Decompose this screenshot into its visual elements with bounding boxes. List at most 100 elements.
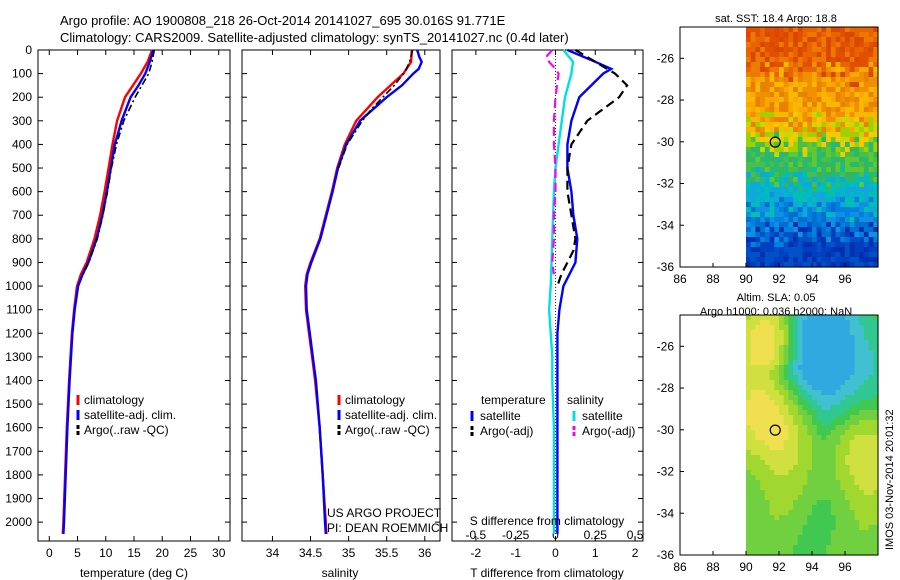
map-cell bbox=[760, 365, 766, 371]
map-cell bbox=[788, 82, 794, 88]
map-cell bbox=[868, 405, 874, 411]
map-cell bbox=[830, 525, 837, 531]
map-cell bbox=[760, 162, 766, 168]
map-cell bbox=[755, 47, 761, 53]
map-cell bbox=[840, 415, 846, 421]
map-cell bbox=[760, 77, 766, 83]
map-cell bbox=[774, 152, 780, 158]
map-cell bbox=[830, 430, 837, 436]
map-cell bbox=[835, 112, 841, 118]
map-cell bbox=[826, 345, 832, 351]
map-cell bbox=[812, 510, 818, 516]
map-cell bbox=[755, 485, 761, 491]
map-y-tick-label: -32 bbox=[657, 465, 675, 479]
map-cell bbox=[854, 475, 860, 481]
map-cell bbox=[769, 335, 775, 341]
map-cell bbox=[849, 505, 856, 511]
map-cell bbox=[746, 350, 752, 356]
map-cell bbox=[873, 212, 879, 218]
map-cell bbox=[764, 152, 771, 158]
map-cell bbox=[802, 480, 808, 486]
map-cell bbox=[793, 182, 799, 188]
map-cell bbox=[802, 390, 808, 396]
map-cell bbox=[779, 122, 785, 128]
map-cell bbox=[826, 405, 832, 411]
map-cell bbox=[826, 162, 832, 168]
map-cell bbox=[750, 510, 757, 516]
map-cell bbox=[873, 390, 879, 396]
map-cell bbox=[783, 37, 790, 43]
map-cell bbox=[826, 187, 832, 193]
map-cell bbox=[849, 37, 856, 43]
map-cell bbox=[868, 515, 874, 521]
map-cell bbox=[854, 455, 860, 461]
map-cell bbox=[816, 187, 823, 193]
map-cell bbox=[793, 152, 799, 158]
map-cell bbox=[859, 152, 865, 158]
map-cell bbox=[764, 475, 771, 481]
map-cell bbox=[859, 132, 865, 138]
map-cell bbox=[854, 242, 860, 248]
map-cell bbox=[845, 500, 851, 506]
map-cell bbox=[821, 127, 827, 133]
map-cell bbox=[760, 72, 766, 78]
map-cell bbox=[868, 242, 874, 248]
map-cell bbox=[807, 167, 813, 173]
map-cell bbox=[830, 455, 837, 461]
map-cell bbox=[802, 395, 808, 401]
map-cell bbox=[835, 445, 841, 451]
map-cell bbox=[793, 350, 799, 356]
map-cell bbox=[826, 435, 832, 441]
map-cell bbox=[760, 97, 766, 103]
map-cell bbox=[859, 67, 865, 73]
map-cell bbox=[873, 122, 879, 128]
map-cell bbox=[746, 530, 752, 536]
map-cell bbox=[750, 132, 757, 138]
map-cell bbox=[746, 470, 752, 476]
map-cell bbox=[764, 365, 771, 371]
map-cell bbox=[859, 82, 865, 88]
map-cell bbox=[807, 62, 813, 68]
map-cell bbox=[840, 57, 846, 63]
map-cell bbox=[779, 147, 785, 153]
map-cell bbox=[764, 510, 771, 516]
map-cell bbox=[863, 465, 870, 471]
map-cell bbox=[812, 535, 818, 541]
map-cell bbox=[826, 77, 832, 83]
map-cell bbox=[746, 510, 752, 516]
map-cell bbox=[793, 27, 799, 33]
map-cell bbox=[835, 525, 841, 531]
map-cell bbox=[779, 330, 785, 336]
map-cell bbox=[764, 162, 771, 168]
map-cell bbox=[868, 77, 874, 83]
map-cell bbox=[830, 425, 837, 431]
map-cell bbox=[760, 475, 766, 481]
map-cell bbox=[783, 420, 790, 426]
map-y-tick-label: -30 bbox=[657, 423, 675, 437]
x-tick-label: 15 bbox=[127, 546, 141, 560]
map-cell bbox=[783, 77, 790, 83]
map-cell bbox=[812, 485, 818, 491]
map-cell bbox=[788, 97, 794, 103]
map-cell bbox=[812, 52, 818, 58]
map-cell bbox=[873, 192, 879, 198]
map-cell bbox=[793, 320, 799, 326]
map-cell bbox=[793, 42, 799, 48]
map-cell bbox=[802, 197, 808, 203]
map-cell bbox=[764, 500, 771, 506]
map-cell bbox=[774, 335, 780, 341]
map-cell bbox=[764, 252, 771, 258]
map-cell bbox=[854, 445, 860, 451]
map-cell bbox=[793, 460, 799, 466]
map-cell bbox=[750, 485, 757, 491]
map-cell bbox=[854, 400, 860, 406]
map-cell bbox=[863, 430, 870, 436]
map-cell bbox=[779, 370, 785, 376]
map-cell bbox=[797, 157, 804, 163]
map-cell bbox=[764, 132, 771, 138]
map-cell bbox=[868, 257, 874, 263]
map-cell bbox=[830, 222, 837, 228]
map-cell bbox=[797, 137, 804, 143]
map-cell bbox=[859, 37, 865, 43]
map-cell bbox=[807, 355, 813, 361]
